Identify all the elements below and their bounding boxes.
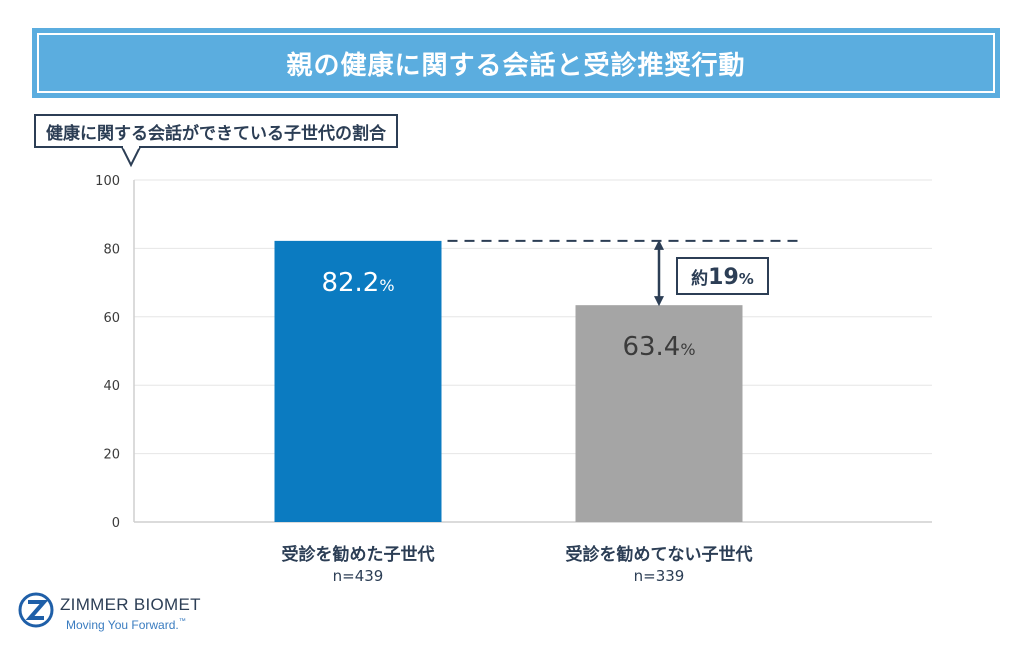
logo-tagline-wrap: Moving You Forward.™ bbox=[66, 618, 186, 632]
logo-tagline: Moving You Forward. bbox=[66, 618, 179, 632]
chart-title: 親の健康に関する会話と受診推奨行動 bbox=[286, 50, 746, 81]
bar-1 bbox=[575, 305, 743, 522]
y-tick-label: 0 bbox=[112, 516, 120, 531]
value-unit: % bbox=[680, 340, 695, 359]
value-unit: % bbox=[379, 276, 394, 295]
y-tick-label: 20 bbox=[103, 448, 120, 463]
difference-annotation-label: 約19% bbox=[691, 265, 754, 290]
logo-name: ZIMMER BIOMET bbox=[60, 595, 201, 614]
chart-subtitle: 健康に関する会話ができている子世代の割合 bbox=[46, 123, 386, 144]
bar-0 bbox=[274, 240, 442, 522]
zimmer-biomet-logo-icon bbox=[18, 592, 54, 628]
y-tick-label: 60 bbox=[103, 311, 120, 326]
title-banner: 親の健康に関する会話と受診推奨行動 bbox=[32, 28, 1000, 98]
x-category-sample-size: n=439 bbox=[332, 567, 384, 585]
value-number: 63.4 bbox=[622, 332, 680, 362]
x-category-0: 受診を勧めた子世代 n=439 bbox=[208, 540, 508, 585]
annotation-unit: % bbox=[739, 270, 754, 288]
y-tick-label: 40 bbox=[103, 379, 120, 394]
annotation-prefix: 約 bbox=[691, 268, 708, 289]
x-category-sample-size: n=339 bbox=[633, 567, 685, 585]
bar-value-label-1: 63.4% bbox=[622, 332, 695, 362]
x-category-label: 受診を勧めた子世代 bbox=[281, 545, 435, 565]
x-category-label: 受診を勧めてない子世代 bbox=[565, 545, 753, 565]
annotation-value: 19 bbox=[708, 265, 739, 290]
difference-annotation-box bbox=[676, 257, 769, 295]
subtitle-callout: 健康に関する会話ができている子世代の割合 bbox=[34, 114, 398, 148]
bar-value-label-0: 82.2% bbox=[321, 268, 394, 298]
zimmer-biomet-logo: ZIMMER BIOMET bbox=[18, 592, 201, 628]
x-category-1: 受診を勧めてない子世代 n=339 bbox=[509, 540, 809, 585]
y-tick-label: 100 bbox=[95, 174, 120, 189]
logo-trademark: ™ bbox=[178, 618, 186, 625]
y-tick-label: 80 bbox=[103, 242, 120, 257]
title-frame: 親の健康に関する会話と受診推奨行動 bbox=[37, 33, 995, 93]
value-number: 82.2 bbox=[321, 268, 379, 298]
